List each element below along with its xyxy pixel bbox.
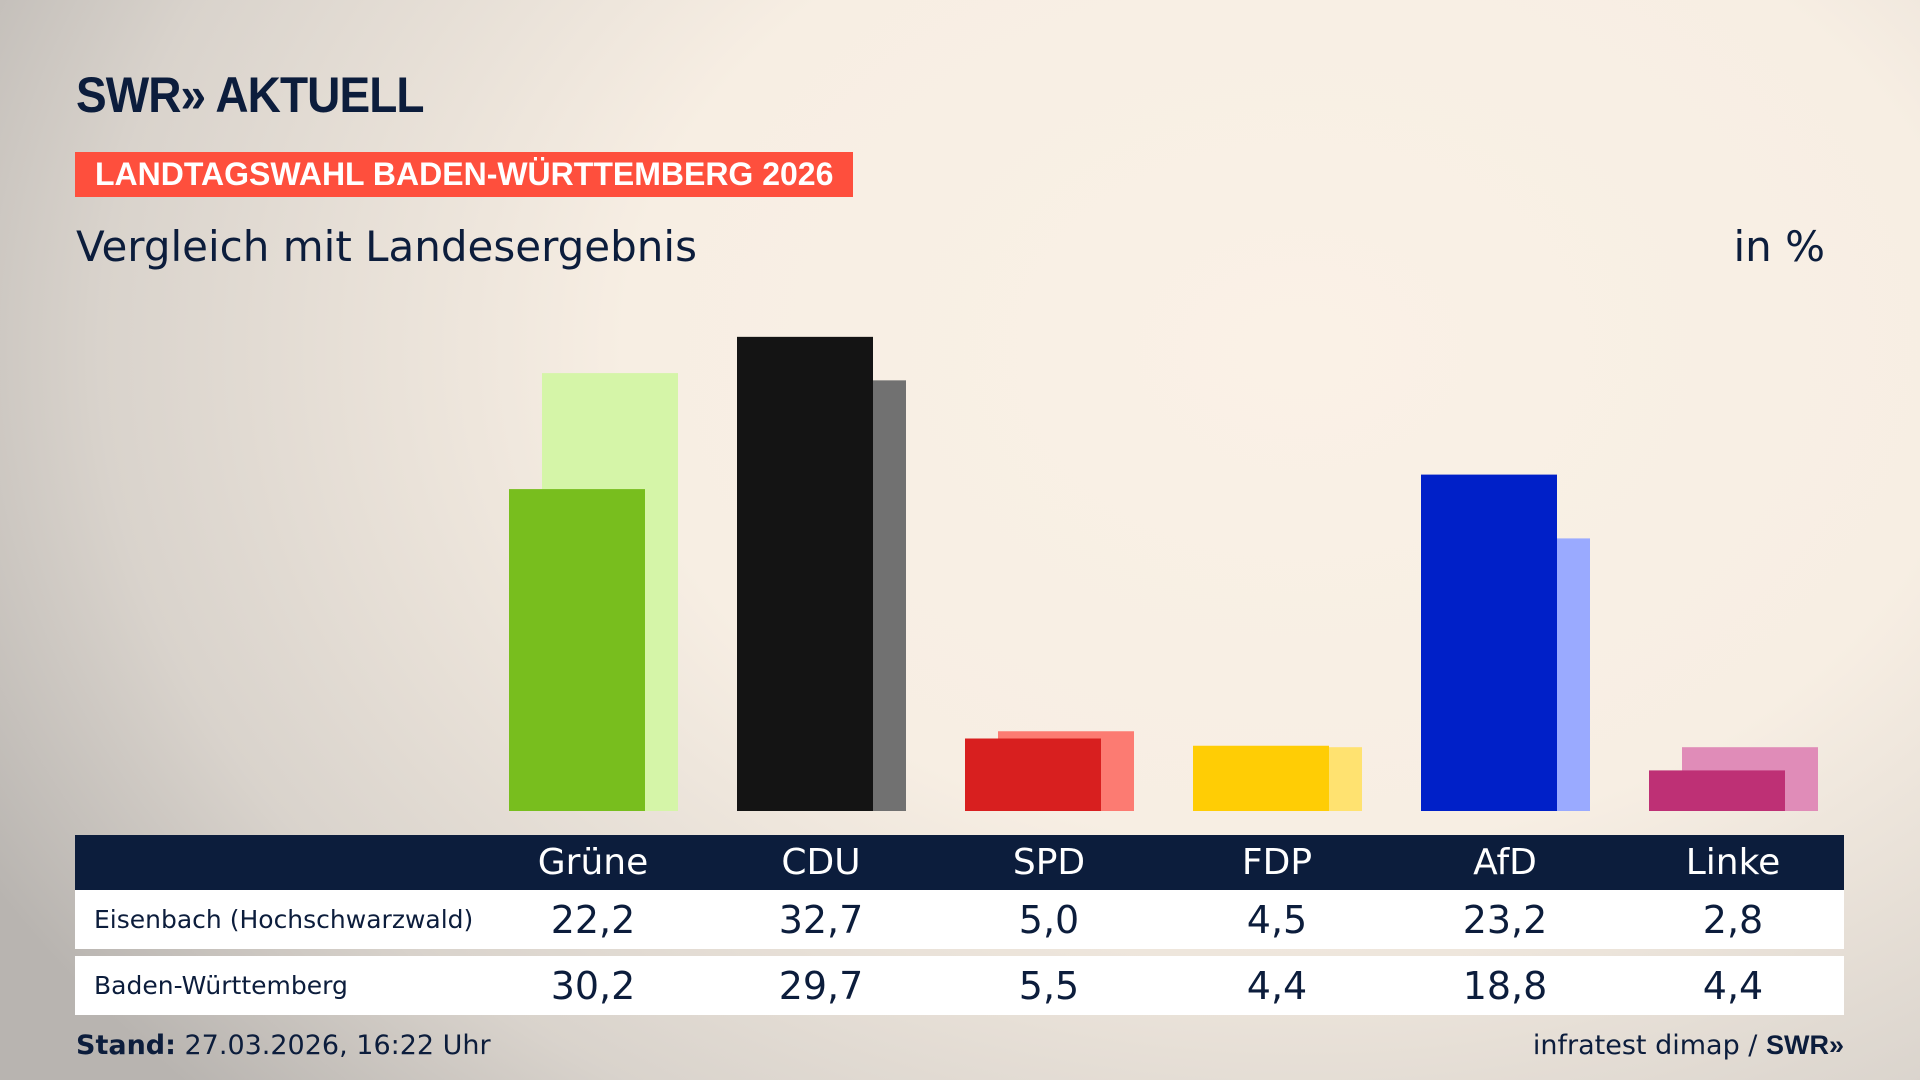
bar-chart <box>509 336 1818 811</box>
value-cell: 2,8 <box>1702 897 1764 942</box>
row-label: Eisenbach (Hochschwarzwald) <box>94 905 474 934</box>
table-header: Grüne CDU SPD FDP AfD Linke <box>75 835 1844 890</box>
value-cell: 30,2 <box>550 963 636 1008</box>
bar-spd-local <box>965 738 1101 811</box>
column-header: FDP <box>1241 842 1313 883</box>
source-text: infratest dimap / <box>1532 1030 1766 1061</box>
election-banner: LANDTAGSWAHL BADEN-WÜRTTEMBERG 2026 <box>75 152 854 197</box>
bar-grne-local <box>509 489 645 811</box>
column-header: CDU <box>781 842 861 883</box>
value-cell: 23,2 <box>1462 897 1548 942</box>
column-header: SPD <box>1012 842 1086 883</box>
bar-fdp-local <box>1193 745 1329 811</box>
source: infratest dimap / SWR» <box>1533 1030 1844 1061</box>
value-cell: 32,7 <box>778 897 864 942</box>
swr-logo: SWR» <box>1765 1030 1844 1060</box>
timestamp: Stand: 27.03.2026, 16:22 Uhr <box>76 1030 491 1061</box>
value-cell: 4,4 <box>1246 963 1308 1008</box>
value-cell: 22,2 <box>550 897 636 942</box>
value-cell: 18,8 <box>1462 963 1548 1008</box>
value-cell: 5,0 <box>1018 897 1080 942</box>
value-cell: 29,7 <box>778 963 864 1008</box>
bar-afd-local <box>1421 474 1557 811</box>
stand-label: Stand: <box>76 1030 176 1061</box>
value-cell: 5,5 <box>1018 963 1080 1008</box>
bar-cdu-local <box>737 336 873 811</box>
value-cell: 4,4 <box>1702 963 1764 1008</box>
table-row: Eisenbach (Hochschwarzwald) 22,2 32,7 5,0 4… <box>75 890 1844 949</box>
row-label: Baden-Württemberg <box>94 971 348 1000</box>
stand-value: 27.03.2026, 16:22 Uhr <box>175 1030 491 1061</box>
table-row: Baden-Württemberg 30,2 29,7 5,5 4,4 18,8 4,4 <box>75 956 1844 1015</box>
column-header: AfD <box>1473 842 1537 883</box>
column-header: Grüne <box>537 842 649 883</box>
bar-linke-local <box>1649 770 1785 811</box>
value-cell: 4,5 <box>1246 897 1308 942</box>
swr-aktuell-logo: SWR» AKTUELL <box>76 67 424 123</box>
unit-label: in % <box>1733 222 1825 271</box>
chart-subtitle: Vergleich mit Landesergebnis <box>76 222 697 271</box>
column-header: Linke <box>1685 842 1781 883</box>
